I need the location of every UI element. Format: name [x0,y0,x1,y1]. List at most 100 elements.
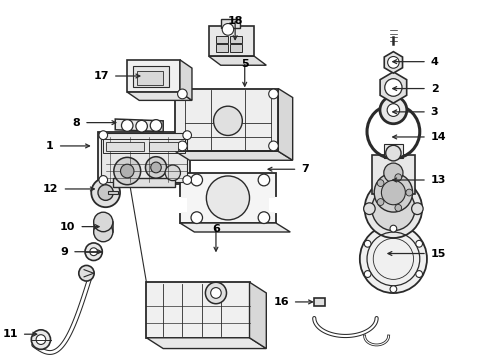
Bar [149,142,177,151]
Text: 3: 3 [431,107,439,117]
Ellipse shape [269,141,278,151]
Ellipse shape [416,271,422,278]
Bar [230,36,243,43]
Polygon shape [127,92,192,100]
Ellipse shape [36,335,46,345]
Text: 5: 5 [241,59,248,69]
Ellipse shape [258,174,270,186]
Text: 2: 2 [431,84,439,94]
Polygon shape [393,87,407,103]
Text: 17: 17 [94,71,109,81]
Text: 12: 12 [43,184,59,194]
Ellipse shape [165,165,180,181]
Ellipse shape [385,79,402,96]
Bar [384,144,403,158]
Ellipse shape [94,222,113,242]
Polygon shape [209,56,266,65]
Ellipse shape [90,248,98,256]
Polygon shape [393,72,407,87]
Ellipse shape [183,176,192,184]
Ellipse shape [206,176,249,220]
Polygon shape [384,51,402,73]
Text: 15: 15 [431,248,446,258]
Polygon shape [278,89,293,160]
Polygon shape [380,87,393,103]
Ellipse shape [85,243,102,261]
Ellipse shape [365,179,422,238]
Text: 13: 13 [431,175,446,185]
Bar [209,26,254,56]
Text: 7: 7 [301,164,309,174]
Ellipse shape [390,286,397,293]
Ellipse shape [416,240,422,247]
Polygon shape [175,151,293,160]
Ellipse shape [91,178,120,207]
Text: 1: 1 [46,141,54,151]
Bar [94,222,113,232]
Bar [103,139,185,153]
Ellipse shape [191,174,202,186]
Ellipse shape [388,57,399,68]
Ellipse shape [377,199,384,206]
Bar [216,44,228,51]
Ellipse shape [31,330,50,349]
Ellipse shape [150,120,162,131]
Ellipse shape [384,163,403,183]
Polygon shape [380,80,393,95]
Ellipse shape [94,212,113,232]
Text: 11: 11 [2,329,18,339]
Polygon shape [393,80,407,95]
Ellipse shape [360,225,427,293]
Ellipse shape [269,89,278,99]
Ellipse shape [136,120,147,132]
Ellipse shape [151,162,161,173]
Ellipse shape [395,174,402,181]
Polygon shape [115,119,163,132]
Text: 9: 9 [60,247,68,257]
Bar [147,282,249,338]
Bar [98,132,190,184]
Bar [113,178,175,187]
Ellipse shape [364,240,371,247]
Ellipse shape [386,145,401,161]
Ellipse shape [372,187,415,231]
Ellipse shape [380,96,407,124]
Ellipse shape [211,288,221,298]
Ellipse shape [377,180,384,186]
Ellipse shape [412,203,423,215]
Ellipse shape [79,265,94,281]
Polygon shape [147,338,266,348]
Ellipse shape [374,173,413,212]
Ellipse shape [364,271,371,278]
Bar [137,71,163,85]
Bar [175,89,278,151]
Text: 4: 4 [431,57,439,67]
Ellipse shape [122,120,133,131]
Text: 10: 10 [60,222,75,231]
Ellipse shape [183,131,192,140]
Ellipse shape [99,131,108,140]
Ellipse shape [395,204,402,211]
Ellipse shape [177,141,187,151]
Ellipse shape [214,106,243,135]
Bar [216,36,228,43]
Bar [133,66,170,87]
Ellipse shape [381,180,405,205]
Ellipse shape [177,89,187,99]
Polygon shape [380,72,407,103]
Bar [101,134,187,182]
Text: 6: 6 [212,224,220,234]
Text: 8: 8 [73,118,80,128]
Bar [180,173,276,223]
Bar [108,191,118,194]
Bar [314,298,325,306]
Ellipse shape [121,164,134,178]
Bar [127,60,180,92]
Ellipse shape [205,282,226,304]
Text: 16: 16 [273,297,289,307]
Polygon shape [180,60,192,100]
Polygon shape [249,282,266,348]
Bar [372,155,415,194]
Bar [221,19,240,28]
Polygon shape [180,223,290,232]
